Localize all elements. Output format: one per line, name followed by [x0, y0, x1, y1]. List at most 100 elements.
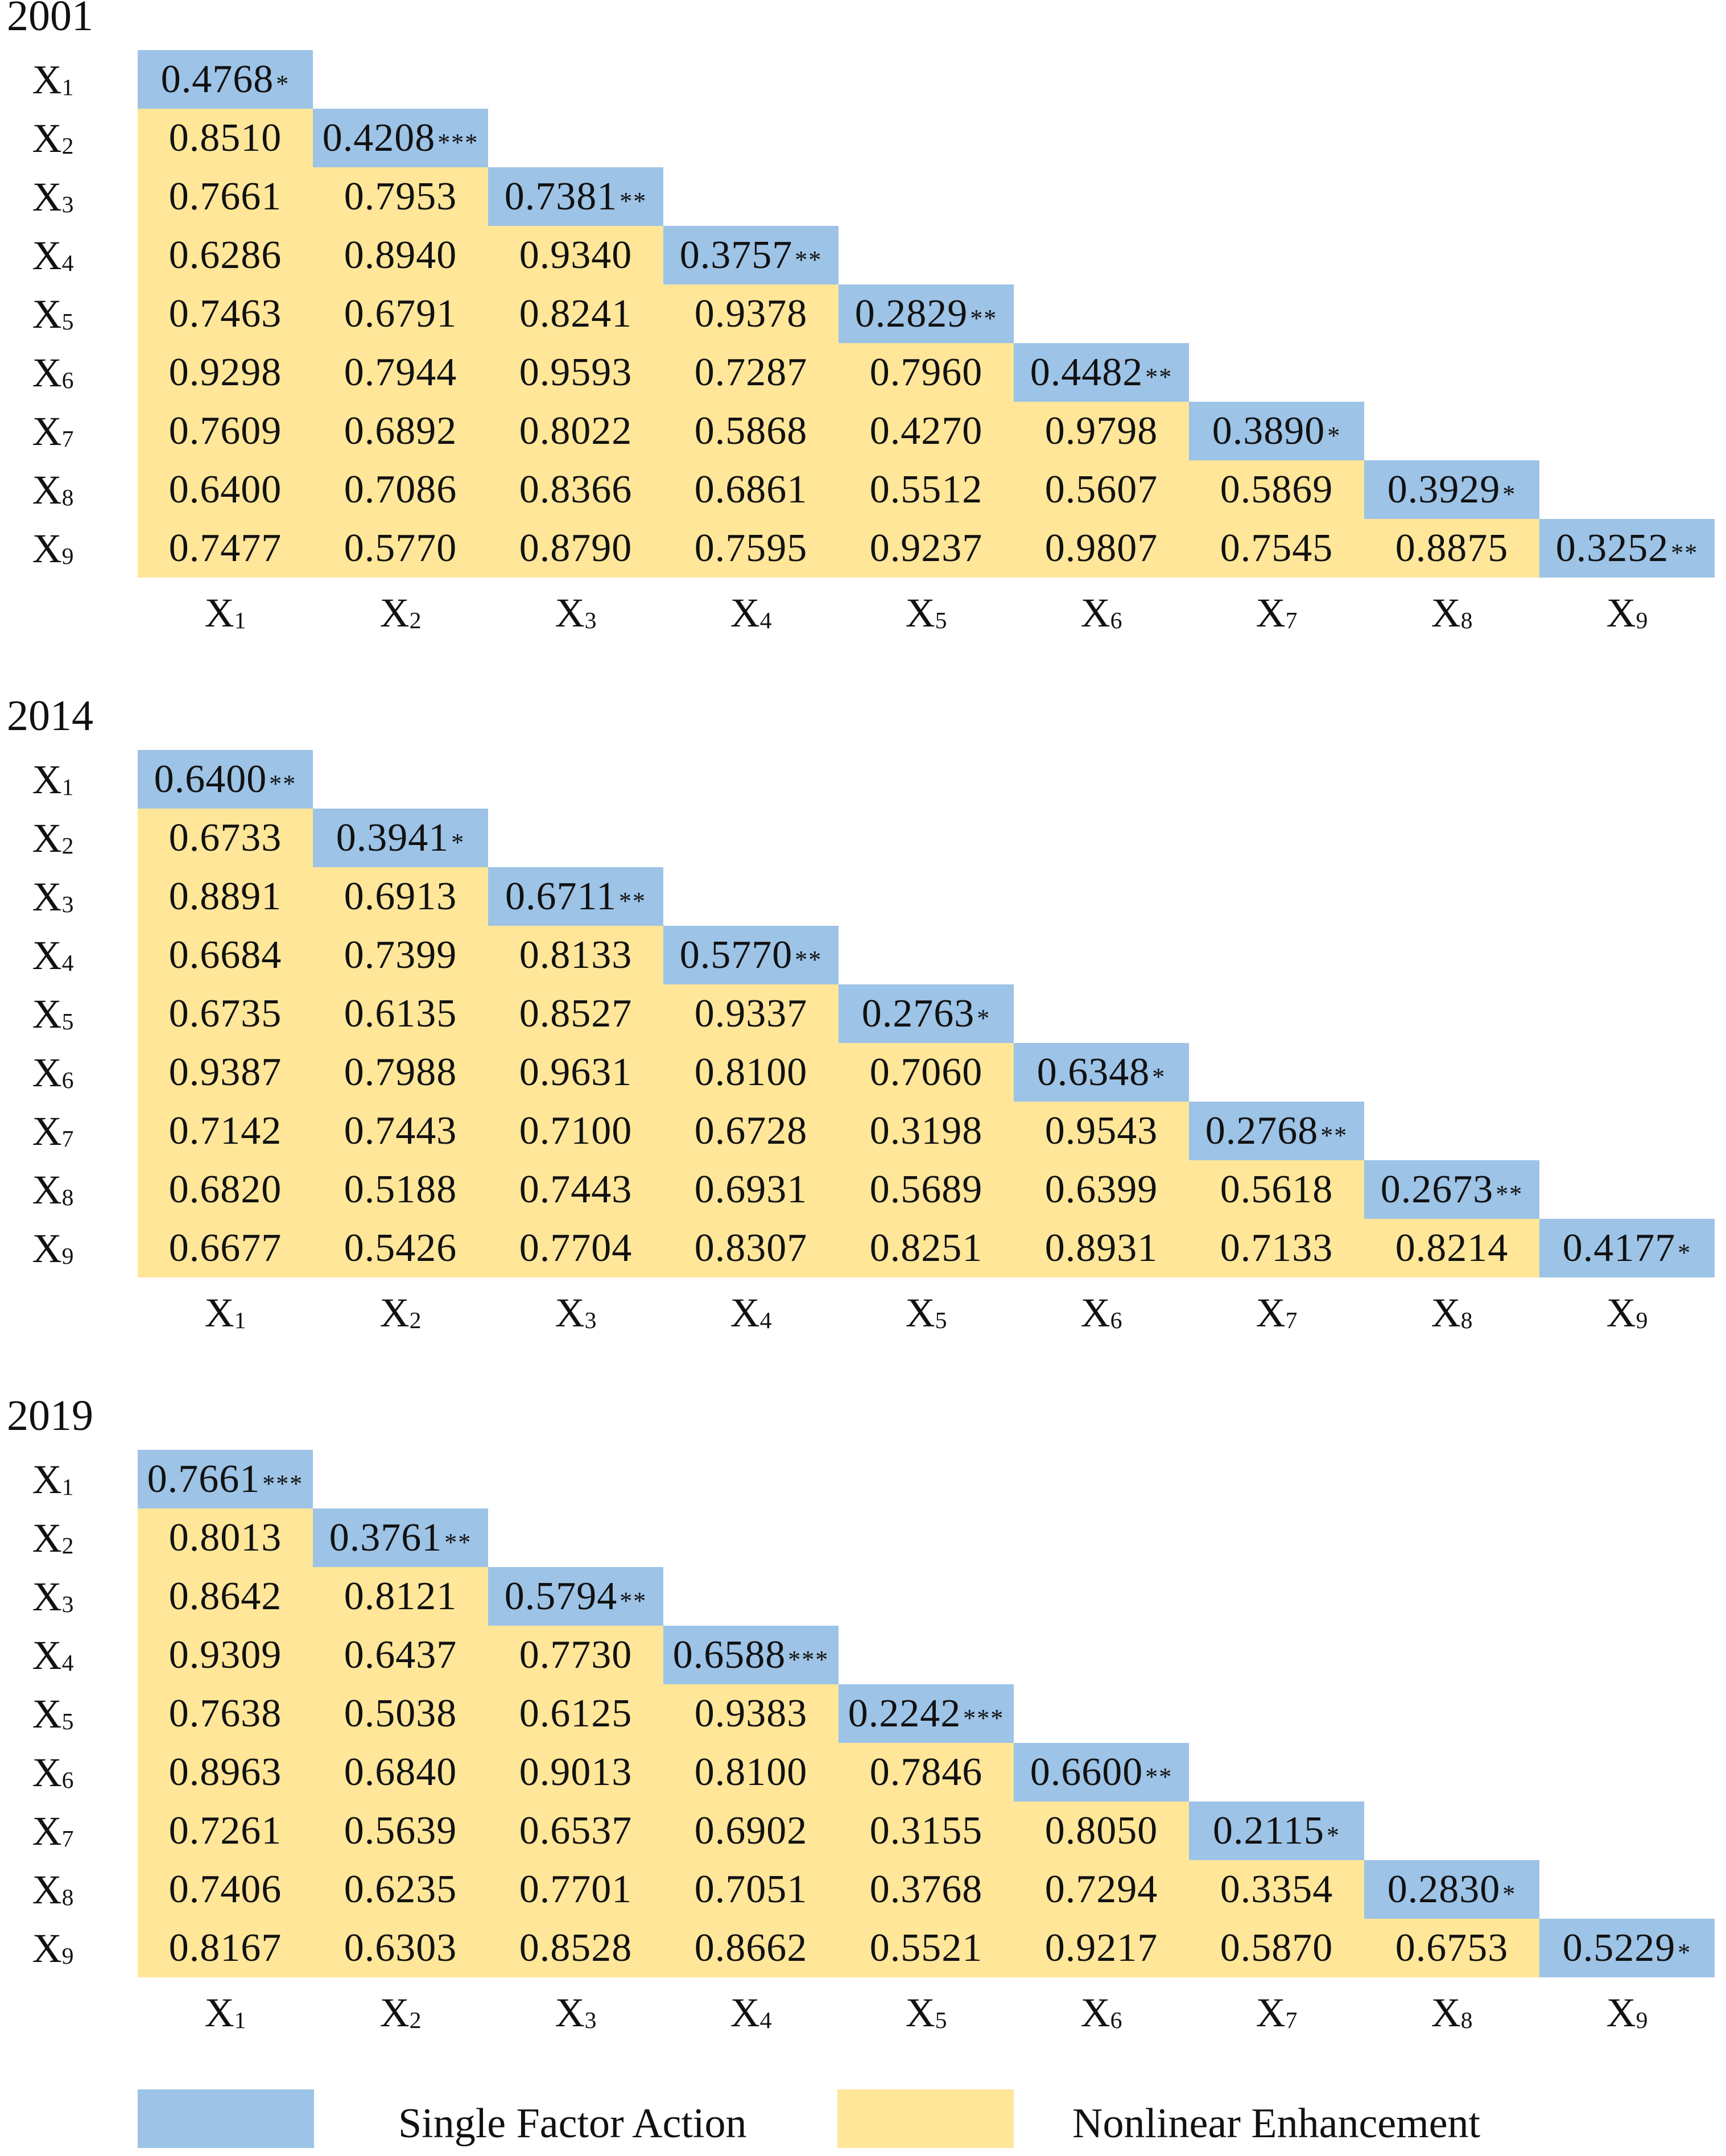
enhancement-cell: 0.8963 — [138, 1743, 313, 1802]
enhancement-cell: 0.9387 — [138, 1043, 313, 1102]
cell-value: 0.9593 — [519, 350, 633, 394]
cell-value: 0.5869 — [1220, 467, 1333, 512]
enhancement-cell: 0.6892 — [313, 402, 488, 460]
legend-label-single: Single Factor Action — [398, 2100, 747, 2147]
significance-mark: * — [1152, 1063, 1166, 1091]
row-label: X3 — [32, 174, 74, 220]
enhancement-cell: 0.8121 — [313, 1567, 488, 1626]
enhancement-cell: 0.9337 — [663, 984, 839, 1043]
column-label: X3 — [555, 1290, 597, 1335]
enhancement-cell: 0.9217 — [1014, 1919, 1189, 1977]
row-label: X7 — [32, 1108, 74, 1154]
row-label: X3 — [32, 874, 74, 920]
enhancement-cell: 0.7443 — [488, 1160, 663, 1219]
significance-mark: * — [276, 70, 290, 98]
cell-value: 0.7261 — [168, 1808, 282, 1853]
cell-value: 0.7287 — [694, 350, 808, 394]
cell-value: 0.5618 — [1220, 1167, 1333, 1211]
enhancement-cell: 0.6677 — [138, 1219, 313, 1277]
significance-mark: ** — [1671, 539, 1699, 567]
enhancement-cell: 0.8940 — [313, 226, 488, 285]
enhancement-cell: 0.5426 — [313, 1219, 488, 1277]
significance-mark: *** — [788, 1646, 829, 1673]
row-label: X6 — [32, 1050, 74, 1095]
significance-mark: * — [977, 1004, 991, 1032]
cell-value: 0.9237 — [869, 526, 983, 570]
cell-value: 0.2763 — [861, 991, 975, 1036]
enhancement-cell: 0.6840 — [313, 1743, 488, 1802]
cell-value: 0.7704 — [519, 1226, 633, 1270]
enhancement-cell: 0.8527 — [488, 984, 663, 1043]
significance-mark: *** — [437, 129, 479, 156]
cell-value: 0.8790 — [519, 526, 633, 570]
cell-value: 0.6684 — [168, 933, 282, 977]
cell-value: 0.3768 — [869, 1867, 983, 1911]
single-factor-cell: 0.4177 * — [1539, 1219, 1715, 1277]
significance-mark: ** — [1496, 1180, 1523, 1208]
column-label: X4 — [730, 1290, 772, 1335]
cell-value: 0.6400 — [168, 467, 282, 512]
enhancement-cell: 0.7100 — [488, 1102, 663, 1160]
cell-value: 0.5426 — [344, 1226, 457, 1270]
significance-mark: ** — [795, 946, 823, 974]
enhancement-cell: 0.8875 — [1364, 519, 1539, 578]
single-factor-cell: 0.7661 *** — [138, 1450, 313, 1508]
cell-value: 0.6437 — [344, 1633, 457, 1677]
significance-mark: * — [1678, 1939, 1692, 1967]
cell-value: 0.7294 — [1044, 1867, 1158, 1911]
enhancement-cell: 0.8366 — [488, 460, 663, 519]
enhancement-cell: 0.7261 — [138, 1802, 313, 1860]
row-label: X8 — [32, 1867, 74, 1912]
cell-value: 0.6286 — [168, 233, 282, 277]
cell-value: 0.9337 — [694, 991, 808, 1036]
enhancement-cell: 0.9013 — [488, 1743, 663, 1802]
enhancement-cell: 0.3768 — [839, 1860, 1014, 1919]
cell-value: 0.8100 — [694, 1750, 808, 1794]
enhancement-cell: 0.7944 — [313, 343, 488, 402]
column-label: X9 — [1606, 1990, 1648, 2035]
enhancement-cell: 0.9798 — [1014, 402, 1189, 460]
cell-value: 0.6753 — [1395, 1926, 1509, 1970]
column-label: X2 — [379, 1990, 422, 2035]
column-label: X7 — [1256, 590, 1298, 636]
cell-value: 0.7609 — [168, 409, 282, 453]
cell-value: 0.8366 — [519, 467, 633, 512]
cell-value: 0.9631 — [519, 1050, 633, 1094]
enhancement-cell: 0.6399 — [1014, 1160, 1189, 1219]
enhancement-cell: 0.3155 — [839, 1802, 1014, 1860]
single-factor-cell: 0.6711 ** — [488, 867, 663, 926]
cell-value: 0.7060 — [869, 1050, 983, 1094]
cell-value: 0.7846 — [869, 1750, 983, 1794]
row-label: X2 — [32, 815, 74, 861]
cell-value: 0.7661 — [168, 174, 282, 219]
cell-value: 0.9298 — [168, 350, 282, 394]
row-label: X5 — [32, 1691, 74, 1737]
cell-value: 0.8307 — [694, 1226, 808, 1270]
enhancement-cell: 0.9309 — [138, 1626, 313, 1684]
enhancement-cell: 0.7477 — [138, 519, 313, 578]
enhancement-cell: 0.3198 — [839, 1102, 1014, 1160]
legend-swatch-enhancement — [837, 2089, 1014, 2148]
cell-value: 0.5521 — [869, 1926, 983, 1970]
cell-value: 0.8963 — [168, 1750, 282, 1794]
cell-value: 0.8528 — [519, 1926, 633, 1970]
enhancement-cell: 0.5038 — [313, 1684, 488, 1743]
enhancement-cell: 0.8013 — [138, 1508, 313, 1567]
cell-value: 0.7988 — [344, 1050, 457, 1094]
enhancement-cell: 0.8251 — [839, 1219, 1014, 1277]
panel-year-title: 2019 — [7, 1392, 93, 1440]
enhancement-cell: 0.8133 — [488, 926, 663, 984]
cell-value: 0.6135 — [344, 991, 457, 1036]
column-label: X6 — [1080, 590, 1122, 636]
significance-mark: ** — [269, 770, 297, 798]
cell-value: 0.8013 — [168, 1515, 282, 1560]
cell-value: 0.3890 — [1212, 409, 1326, 453]
enhancement-cell: 0.8022 — [488, 402, 663, 460]
cell-value: 0.8133 — [519, 933, 633, 977]
cell-value: 0.7086 — [344, 467, 457, 512]
column-label: X3 — [555, 1990, 597, 2035]
enhancement-cell: 0.7086 — [313, 460, 488, 519]
single-factor-cell: 0.3761 ** — [313, 1508, 488, 1567]
cell-value: 0.6733 — [168, 815, 282, 860]
